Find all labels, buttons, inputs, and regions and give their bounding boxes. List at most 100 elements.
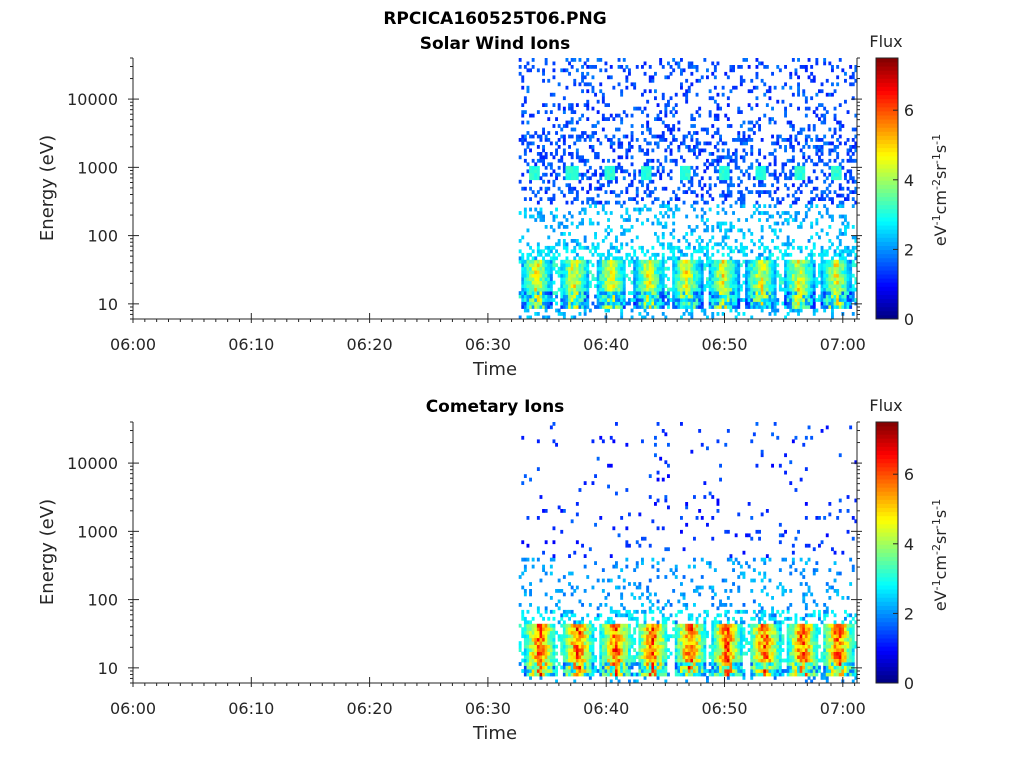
heatmap-cell bbox=[625, 190, 629, 194]
heatmap-cell bbox=[625, 273, 629, 278]
heatmap-cell bbox=[612, 165, 616, 170]
heatmap-cell bbox=[786, 235, 790, 240]
heatmap-cell bbox=[776, 308, 780, 313]
heatmap-cell bbox=[638, 277, 642, 281]
heatmap-cell bbox=[617, 634, 621, 639]
heatmap-cell bbox=[786, 270, 790, 275]
heatmap-cell bbox=[760, 270, 764, 275]
heatmap-cell bbox=[815, 221, 819, 226]
heatmap-cell bbox=[646, 183, 650, 188]
heatmap-cell bbox=[529, 186, 532, 191]
colorbar-tick-label: 0 bbox=[904, 310, 914, 329]
heatmap-cell bbox=[732, 158, 735, 163]
heatmap-cell bbox=[547, 648, 551, 652]
colorbar-segment bbox=[876, 265, 898, 271]
heatmap-cell bbox=[763, 113, 767, 118]
heatmap-cell bbox=[615, 491, 618, 496]
heatmap-cell bbox=[716, 280, 720, 285]
heatmap-cell bbox=[536, 627, 540, 632]
heatmap-cell bbox=[526, 298, 530, 302]
heatmap-cell bbox=[841, 221, 845, 226]
heatmap-cell bbox=[724, 263, 728, 268]
heatmap-cell bbox=[680, 85, 683, 90]
heatmap-cell bbox=[669, 169, 673, 174]
heatmap-cell bbox=[643, 280, 647, 285]
heatmap-cell bbox=[620, 644, 624, 649]
heatmap-cell bbox=[648, 543, 652, 548]
heatmap-cell bbox=[625, 655, 629, 659]
heatmap-cell bbox=[555, 442, 558, 447]
heatmap-cell bbox=[739, 179, 743, 184]
heatmap-cell bbox=[846, 197, 850, 201]
heatmap-cell bbox=[615, 280, 618, 285]
heatmap-cell bbox=[690, 294, 694, 299]
heatmap-cell bbox=[622, 266, 626, 271]
heatmap-cell bbox=[823, 284, 827, 288]
heatmap-cell bbox=[526, 287, 530, 292]
heatmap-cell bbox=[578, 245, 582, 250]
heatmap-cell bbox=[612, 439, 616, 444]
heatmap-cell bbox=[565, 58, 569, 62]
heatmap-cell bbox=[789, 172, 793, 177]
heatmap-cell bbox=[612, 141, 616, 146]
heatmap-cell bbox=[651, 637, 655, 642]
heatmap-cell bbox=[656, 280, 660, 285]
heatmap-cell bbox=[732, 291, 735, 295]
heatmap-cell bbox=[812, 252, 816, 257]
heatmap-cell bbox=[552, 630, 556, 635]
heatmap-cell bbox=[625, 148, 629, 153]
heatmap-cell bbox=[781, 301, 785, 306]
heatmap-cell bbox=[549, 658, 553, 663]
heatmap-cell bbox=[622, 218, 626, 222]
heatmap-cell bbox=[726, 183, 730, 188]
heatmap-cell bbox=[648, 291, 652, 295]
heatmap-cell bbox=[633, 85, 637, 90]
heatmap-cell bbox=[583, 658, 587, 663]
heatmap-cell bbox=[557, 606, 561, 611]
heatmap-cell bbox=[562, 651, 566, 656]
heatmap-cell bbox=[687, 176, 691, 181]
heatmap-cell bbox=[534, 658, 538, 663]
heatmap-cell bbox=[661, 65, 665, 69]
heatmap-cell bbox=[591, 669, 595, 673]
heatmap-cell bbox=[586, 158, 590, 163]
heatmap-cell bbox=[682, 68, 686, 73]
heatmap-cell bbox=[531, 644, 535, 649]
heatmap-cell bbox=[750, 266, 754, 271]
heatmap-cell bbox=[656, 676, 660, 680]
heatmap-cell bbox=[791, 280, 795, 285]
heatmap-cell bbox=[716, 169, 720, 174]
heatmap-cell bbox=[526, 228, 530, 233]
heatmap-cell bbox=[797, 172, 800, 177]
heatmap-cell bbox=[716, 242, 720, 247]
heatmap-cell bbox=[719, 228, 722, 233]
heatmap-cell bbox=[641, 259, 644, 264]
heatmap-cell bbox=[570, 165, 574, 170]
heatmap-cell bbox=[760, 211, 764, 215]
heatmap-cell bbox=[724, 141, 728, 146]
heatmap-cell bbox=[659, 634, 663, 639]
heatmap-cell bbox=[729, 287, 733, 292]
heatmap-cell bbox=[651, 627, 655, 632]
heatmap-cell bbox=[620, 651, 624, 656]
heatmap-cell bbox=[607, 179, 610, 184]
heatmap-cell bbox=[578, 298, 582, 302]
heatmap-cell bbox=[578, 211, 582, 215]
heatmap-cell bbox=[820, 197, 824, 201]
colorbar-segment bbox=[876, 123, 898, 128]
heatmap-cell bbox=[635, 138, 639, 142]
heatmap-cell bbox=[836, 270, 840, 275]
heatmap-cell bbox=[615, 305, 618, 309]
heatmap-cell bbox=[617, 301, 621, 306]
heatmap-cell bbox=[659, 204, 663, 208]
heatmap-cell bbox=[820, 263, 824, 268]
heatmap-cell bbox=[831, 270, 834, 275]
heatmap-cell bbox=[695, 92, 699, 97]
heatmap-cell bbox=[633, 298, 637, 302]
heatmap-cell bbox=[599, 634, 603, 639]
heatmap-cell bbox=[531, 284, 535, 288]
heatmap-cell bbox=[521, 305, 525, 309]
heatmap-cell bbox=[630, 225, 634, 229]
heatmap-cell bbox=[690, 117, 694, 121]
heatmap-cell bbox=[601, 294, 605, 299]
